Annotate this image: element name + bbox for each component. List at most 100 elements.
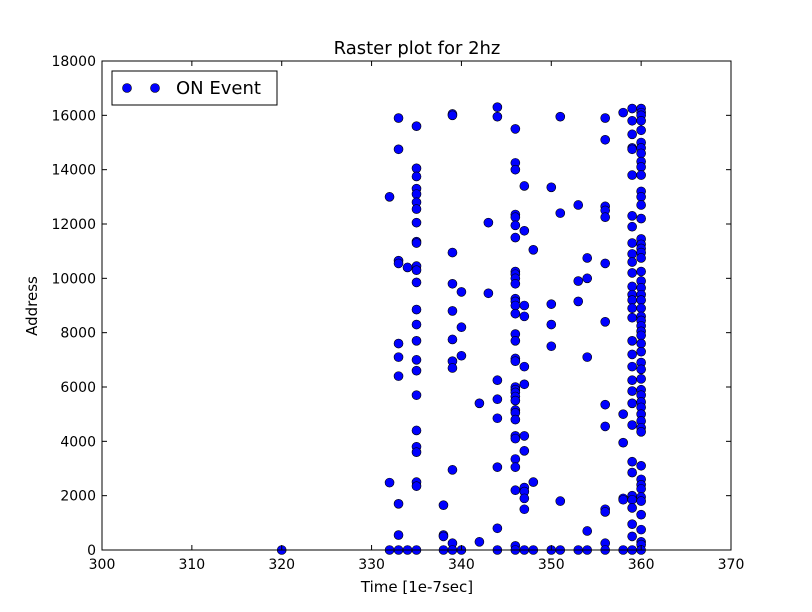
data-point [627, 312, 637, 323]
data-point [636, 303, 646, 314]
data-point [492, 111, 503, 122]
data-point [627, 103, 637, 114]
data-point [627, 257, 637, 267]
data-point [627, 115, 637, 126]
data-point [636, 170, 646, 180]
data-point [411, 217, 422, 228]
data-point [447, 306, 458, 316]
y-tick-label: 12000 [51, 217, 96, 233]
data-point [510, 308, 521, 319]
data-point [618, 107, 628, 118]
legend: ON Event [111, 70, 278, 106]
data-points [276, 102, 646, 555]
data-point [519, 361, 530, 372]
data-point [600, 507, 611, 517]
data-point [627, 249, 637, 259]
data-point [519, 431, 530, 441]
data-point [627, 129, 637, 140]
data-point [510, 336, 521, 346]
x-tick-label: 360 [628, 557, 655, 573]
x-tick-label: 310 [178, 557, 205, 573]
data-point [456, 287, 467, 297]
data-point [627, 467, 637, 478]
data-point [573, 276, 584, 286]
data-point [627, 221, 637, 232]
data-point [411, 365, 422, 376]
data-point [600, 399, 611, 410]
data-point [510, 462, 521, 472]
data-point [411, 189, 422, 199]
data-point [384, 192, 395, 202]
data-point [393, 113, 404, 123]
data-point [483, 288, 494, 299]
data-point [519, 493, 530, 504]
data-point [627, 238, 637, 248]
legend-marker [122, 83, 132, 93]
data-point [636, 364, 646, 375]
data-point [636, 509, 646, 520]
data-point [618, 437, 628, 448]
data-point [627, 503, 637, 513]
data-point [510, 300, 521, 311]
data-point [447, 465, 458, 475]
data-point [636, 253, 646, 263]
data-point [411, 163, 422, 174]
data-point [447, 278, 458, 289]
data-point [582, 526, 593, 536]
data-point [573, 200, 584, 210]
data-point [411, 481, 422, 491]
data-point [510, 485, 521, 496]
data-point [636, 484, 646, 494]
data-point [492, 413, 503, 424]
data-point [636, 460, 646, 471]
data-point [627, 519, 637, 529]
legend-label-on-event: ON Event [176, 78, 261, 99]
data-point [627, 268, 637, 278]
data-point [519, 446, 530, 456]
data-point [510, 414, 521, 425]
x-tick-label: 330 [358, 557, 385, 573]
data-point [618, 409, 628, 419]
data-point [600, 316, 611, 327]
data-point [393, 352, 404, 362]
data-point [519, 300, 530, 311]
data-point [528, 245, 539, 255]
y-tick-label: 2000 [60, 489, 96, 505]
data-point [447, 247, 458, 258]
data-point [510, 232, 521, 243]
data-point [582, 273, 593, 284]
y-tick-label: 10000 [51, 271, 96, 287]
data-point [555, 496, 566, 506]
y-tick-label: 0 [87, 543, 96, 559]
data-point [627, 494, 637, 505]
data-point [636, 295, 646, 305]
data-point [627, 295, 637, 305]
data-point [384, 477, 395, 488]
data-point [627, 170, 637, 180]
data-point [600, 134, 611, 145]
chart-title: Raster plot for 2hz [334, 38, 501, 59]
data-point [492, 394, 503, 405]
data-point [636, 266, 646, 277]
data-point [492, 523, 503, 534]
y-tick-label: 6000 [60, 380, 96, 396]
data-point [636, 346, 646, 357]
data-point [510, 220, 521, 231]
data-point [582, 352, 593, 362]
x-tick-label: 370 [718, 557, 745, 573]
data-point [636, 330, 646, 341]
y-tick-label: 18000 [51, 54, 96, 70]
data-point [411, 204, 422, 214]
data-point [393, 338, 404, 349]
data-point [627, 211, 637, 221]
data-point [411, 121, 422, 131]
data-point [492, 375, 503, 386]
data-point [600, 258, 611, 269]
plot-area-frame [101, 60, 732, 551]
data-point [438, 500, 449, 510]
data-point [393, 530, 404, 540]
data-point [636, 148, 646, 159]
data-point [510, 395, 521, 406]
data-point [636, 496, 646, 506]
